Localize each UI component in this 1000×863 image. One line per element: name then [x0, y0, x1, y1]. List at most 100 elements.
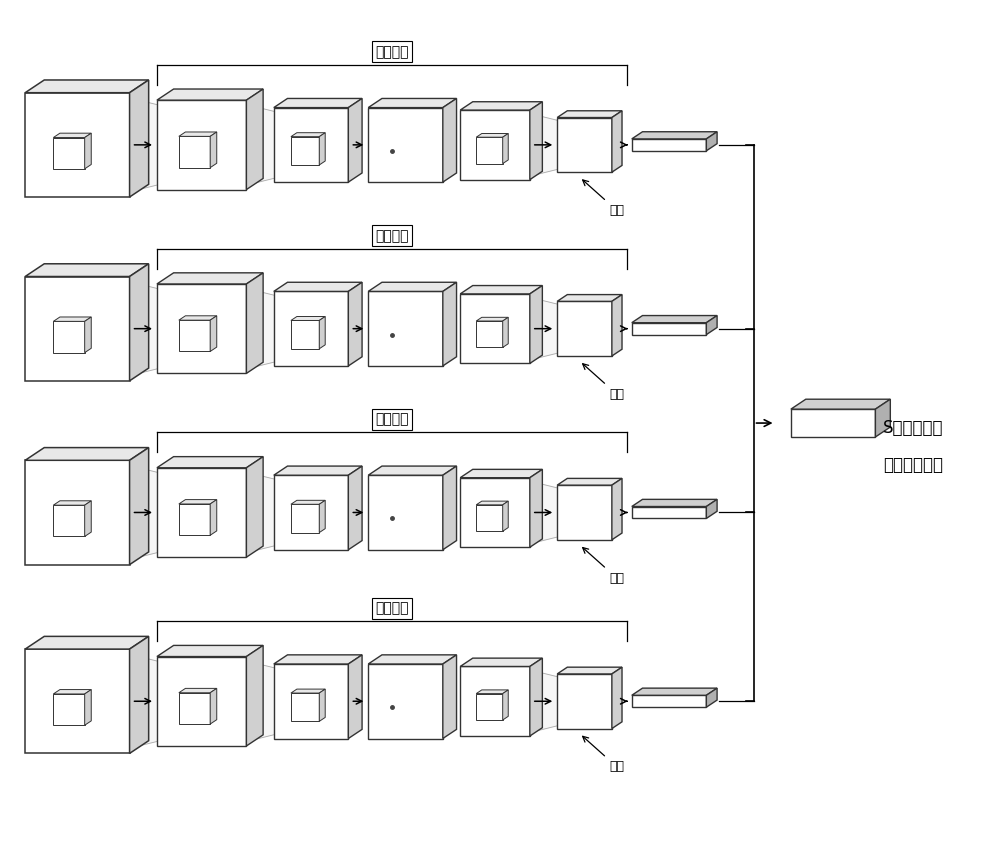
Polygon shape	[274, 655, 362, 664]
Polygon shape	[460, 102, 542, 110]
Text: 隐层特征: 隐层特征	[375, 229, 409, 243]
Polygon shape	[460, 286, 542, 294]
Polygon shape	[503, 318, 508, 348]
Polygon shape	[530, 670, 557, 733]
Polygon shape	[274, 108, 348, 182]
Polygon shape	[460, 478, 530, 547]
Polygon shape	[348, 466, 362, 550]
Text: 卷积: 卷积	[583, 736, 624, 773]
Text: 卷积: 卷积	[583, 547, 624, 584]
Polygon shape	[157, 468, 246, 557]
Polygon shape	[368, 282, 457, 292]
Polygon shape	[291, 136, 319, 165]
Polygon shape	[210, 500, 217, 535]
Polygon shape	[632, 500, 717, 507]
Polygon shape	[632, 323, 706, 335]
Polygon shape	[443, 655, 457, 739]
Polygon shape	[476, 501, 508, 505]
Polygon shape	[157, 284, 246, 374]
Text: S个尺度融合: S个尺度融合	[883, 419, 943, 437]
Polygon shape	[246, 472, 274, 552]
Polygon shape	[53, 501, 91, 505]
Polygon shape	[632, 139, 706, 151]
Polygon shape	[179, 500, 217, 504]
Polygon shape	[706, 132, 717, 151]
Polygon shape	[368, 292, 443, 366]
Polygon shape	[291, 133, 325, 136]
Polygon shape	[179, 504, 210, 535]
Polygon shape	[25, 448, 149, 460]
Polygon shape	[25, 276, 130, 381]
Polygon shape	[53, 321, 85, 353]
Polygon shape	[612, 110, 622, 173]
Polygon shape	[291, 501, 325, 504]
Polygon shape	[130, 654, 157, 748]
Polygon shape	[612, 667, 622, 728]
Polygon shape	[530, 286, 542, 363]
Polygon shape	[557, 674, 612, 728]
Polygon shape	[291, 693, 319, 721]
Polygon shape	[291, 689, 325, 693]
Polygon shape	[246, 104, 274, 185]
Polygon shape	[612, 478, 622, 539]
Polygon shape	[319, 133, 325, 165]
Polygon shape	[210, 689, 217, 724]
Polygon shape	[875, 400, 890, 437]
Polygon shape	[53, 505, 85, 537]
Polygon shape	[25, 264, 149, 276]
Polygon shape	[460, 469, 542, 478]
Polygon shape	[530, 469, 542, 547]
Polygon shape	[25, 649, 130, 753]
Polygon shape	[530, 114, 557, 176]
Polygon shape	[274, 282, 362, 292]
Polygon shape	[530, 658, 542, 736]
Polygon shape	[246, 89, 263, 190]
Polygon shape	[85, 317, 91, 353]
Polygon shape	[210, 132, 217, 167]
Polygon shape	[130, 465, 157, 559]
Polygon shape	[53, 317, 91, 321]
Polygon shape	[179, 320, 210, 351]
Polygon shape	[274, 466, 362, 476]
Polygon shape	[348, 282, 362, 366]
Polygon shape	[179, 132, 217, 136]
Polygon shape	[368, 466, 457, 476]
Text: 卷积: 卷积	[583, 363, 624, 400]
Polygon shape	[85, 690, 91, 725]
Polygon shape	[25, 460, 130, 564]
Polygon shape	[557, 110, 622, 117]
Polygon shape	[130, 281, 157, 375]
Polygon shape	[179, 693, 210, 724]
Polygon shape	[476, 137, 503, 164]
Polygon shape	[368, 664, 443, 739]
Polygon shape	[274, 98, 362, 108]
Polygon shape	[460, 294, 530, 363]
Polygon shape	[368, 655, 457, 664]
Polygon shape	[130, 448, 149, 564]
Polygon shape	[368, 98, 457, 108]
Polygon shape	[274, 476, 348, 550]
Polygon shape	[476, 690, 508, 694]
Polygon shape	[179, 689, 217, 693]
Polygon shape	[157, 273, 263, 284]
Polygon shape	[246, 273, 263, 374]
Polygon shape	[130, 98, 157, 192]
Polygon shape	[632, 132, 717, 139]
Polygon shape	[85, 133, 91, 169]
Polygon shape	[25, 636, 149, 649]
Polygon shape	[179, 316, 217, 320]
Polygon shape	[557, 667, 622, 674]
Polygon shape	[53, 137, 85, 169]
Polygon shape	[53, 690, 91, 694]
Polygon shape	[557, 478, 622, 485]
Polygon shape	[476, 505, 503, 532]
Polygon shape	[157, 89, 263, 100]
Polygon shape	[503, 134, 508, 164]
Polygon shape	[246, 288, 274, 369]
Text: 卷积: 卷积	[583, 180, 624, 217]
Polygon shape	[348, 98, 362, 182]
Polygon shape	[557, 294, 622, 301]
Polygon shape	[632, 696, 706, 707]
Polygon shape	[476, 134, 508, 137]
Polygon shape	[291, 504, 319, 532]
